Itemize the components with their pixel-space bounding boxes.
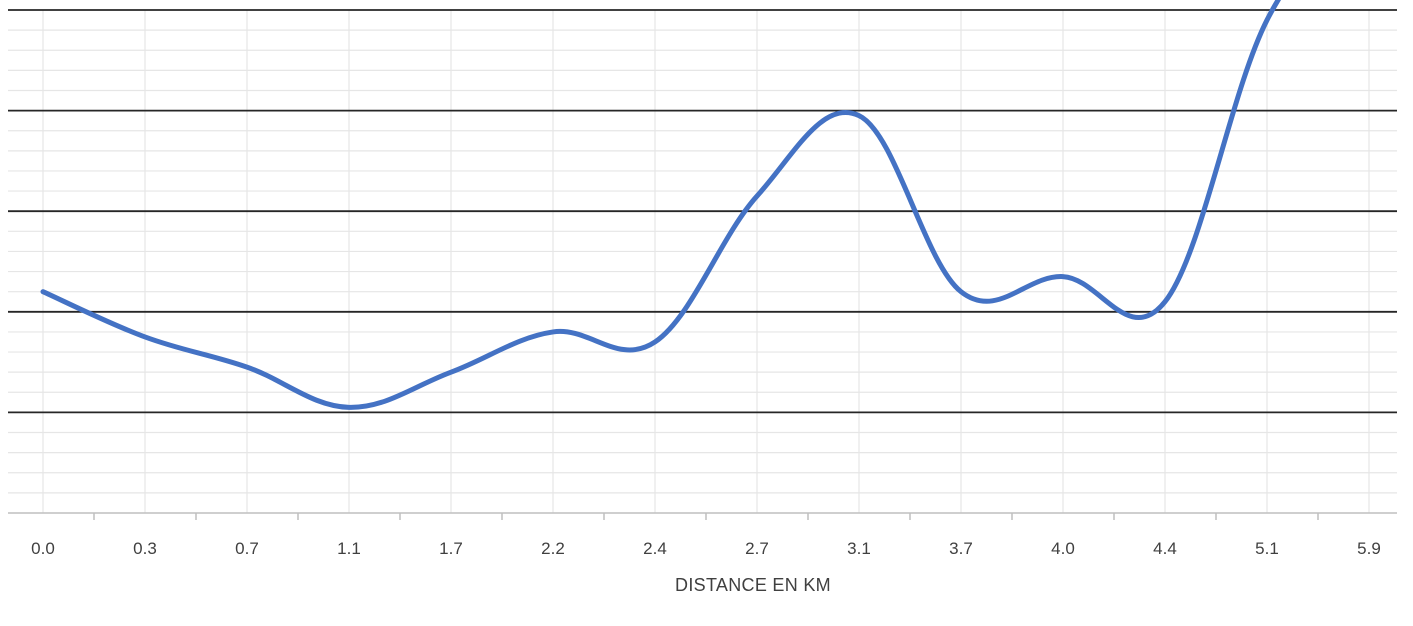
x-tick-label: 5.9: [1357, 539, 1381, 558]
data-point: [347, 405, 352, 410]
x-tick-label: 0.0: [31, 539, 55, 558]
x-axis-tick-marks: [93, 513, 1319, 520]
x-tick-label: 4.0: [1051, 539, 1075, 558]
minor-gridlines: [8, 10, 1397, 513]
data-point: [41, 289, 46, 294]
data-point: [1163, 299, 1168, 304]
x-tick-label: 1.1: [337, 539, 361, 558]
series-layer: [40, 0, 1282, 410]
data-point: [1061, 274, 1066, 279]
x-axis-tick-labels: 0.0 0.3 0.7 1.1 1.7 2.2 2.4 2.7 3.1 3.7 4.0 4.4 5.1 5…: [31, 539, 1381, 558]
x-tick-label: 1.7: [439, 539, 463, 558]
data-point: [245, 365, 250, 370]
x-axis-title: DISTANCE EN KM: [675, 575, 831, 595]
data-point: [551, 329, 556, 334]
x-tick-label: 3.7: [949, 539, 973, 558]
x-tick-label: 5.1: [1255, 539, 1279, 558]
x-tick-label: 2.4: [643, 539, 667, 558]
series-line: [40, 0, 1282, 410]
x-tick-label: 2.2: [541, 539, 565, 558]
data-point: [857, 113, 862, 118]
data-point: [449, 370, 454, 375]
x-tick-label: 4.4: [1153, 539, 1177, 558]
data-point: [755, 194, 760, 199]
x-tick-label: 0.7: [235, 539, 259, 558]
x-tick-label: 0.3: [133, 539, 157, 558]
x-tick-label: 2.7: [745, 539, 769, 558]
major-gridlines: [8, 9, 1397, 414]
data-point: [143, 334, 148, 339]
data-point: [653, 339, 658, 344]
x-tick-label: 3.1: [847, 539, 871, 558]
data-point: [959, 289, 964, 294]
data-point: [1265, 18, 1270, 23]
